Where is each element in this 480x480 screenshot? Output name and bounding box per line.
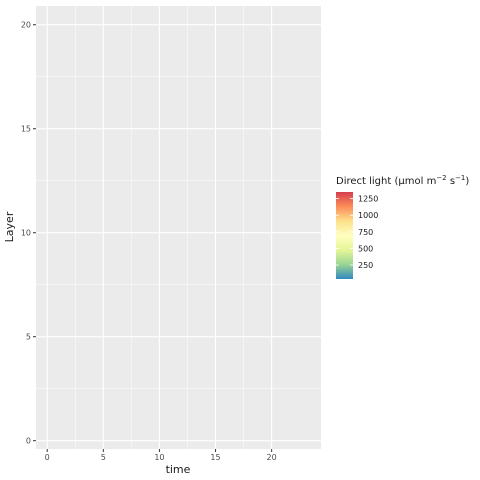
legend-break-label: 1000 xyxy=(358,211,378,220)
legend-title: Direct light (μmol m−2 s−1) xyxy=(336,174,469,187)
plot-panel xyxy=(36,6,321,449)
legend: Direct light (μmol m−2 s−1) 250 500 750 100… xyxy=(336,174,469,279)
y-tick-label: 5 xyxy=(26,333,31,342)
y-tick-label: 0 xyxy=(26,437,31,446)
grid-lines xyxy=(36,6,321,449)
y-tick-label: 20 xyxy=(21,21,31,30)
legend-break-label: 250 xyxy=(358,261,373,270)
x-axis-title: time xyxy=(166,463,191,476)
legend-break-label: 500 xyxy=(358,244,373,253)
legend-breaks: 250 500 750 1000 1250 xyxy=(336,195,378,270)
y-tick-label: 15 xyxy=(21,125,31,134)
x-tick-label: 15 xyxy=(210,453,220,462)
y-tick-label: 10 xyxy=(21,229,31,238)
x-tick-label: 0 xyxy=(45,453,50,462)
x-tick-label: 5 xyxy=(101,453,106,462)
x-tick-label: 20 xyxy=(267,453,277,462)
x-axis: 0 5 10 15 20 xyxy=(45,449,277,462)
y-axis: 0 5 10 15 20 xyxy=(21,21,36,446)
legend-break-label: 750 xyxy=(358,228,373,237)
legend-colorbar xyxy=(336,192,353,279)
x-tick-label: 10 xyxy=(154,453,164,462)
legend-break-label: 1250 xyxy=(358,195,378,204)
y-axis-title: Layer xyxy=(3,211,16,242)
